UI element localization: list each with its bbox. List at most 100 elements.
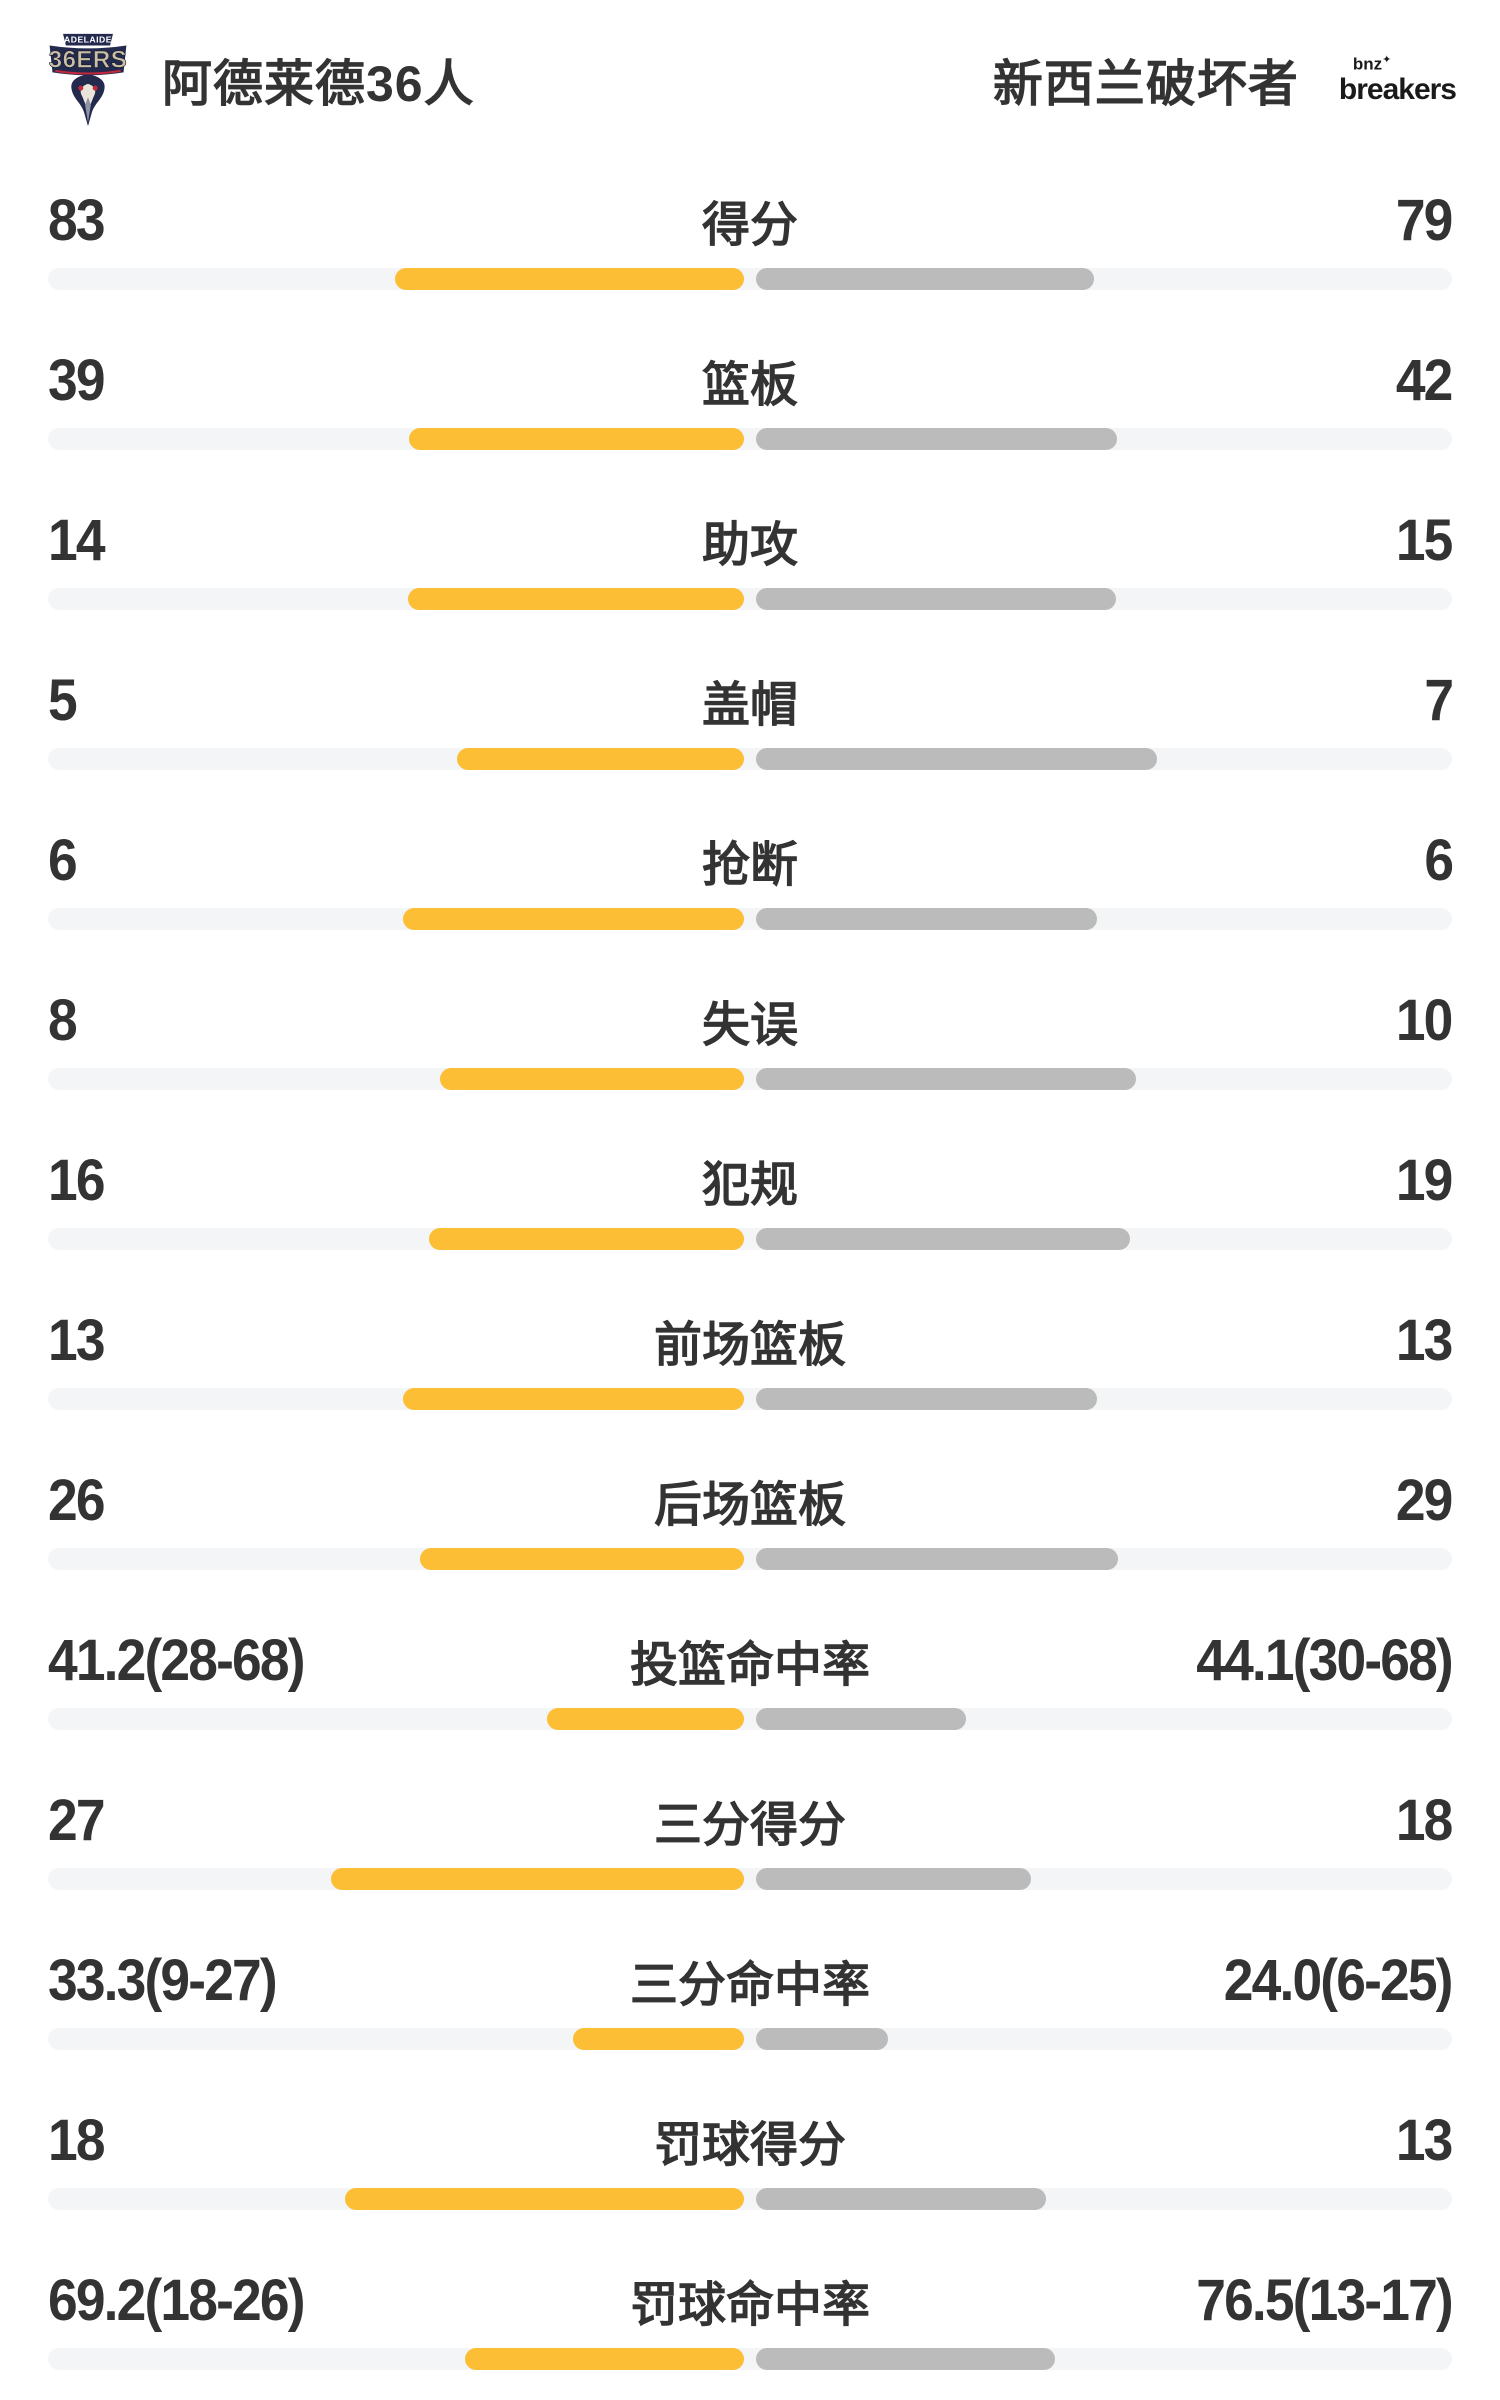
stat-label: 罚球得分 bbox=[653, 2119, 847, 2172]
away-stat-bar bbox=[756, 268, 1094, 290]
home-stat-bar bbox=[402, 1388, 744, 1410]
home-stat-bar bbox=[331, 1868, 744, 1890]
home-stat-value: 33.3(9-27) bbox=[48, 1947, 278, 2013]
breakers-logo-icon: bnz✦ breakers bbox=[1338, 54, 1457, 106]
away-stat-value: 15 bbox=[1396, 507, 1453, 573]
stat-row-5: 6 抢断 6 bbox=[0, 800, 1500, 960]
stat-row-7: 16 犯规 19 bbox=[0, 1120, 1500, 1280]
stat-label: 罚球命中率 bbox=[629, 2279, 871, 2332]
stat-bar-track bbox=[48, 268, 1452, 290]
stat-row-9: 26 后场篮板 29 bbox=[0, 1440, 1500, 1600]
away-stat-bar bbox=[756, 588, 1116, 610]
home-stat-bar bbox=[547, 1708, 744, 1730]
away-team: 新西兰破坏者 bnz✦ breakers bbox=[992, 44, 1457, 116]
stat-label: 三分命中率 bbox=[629, 1959, 871, 2012]
home-stat-bar bbox=[409, 428, 744, 450]
stat-row-10: 41.2(28-68) 投篮命中率 44.1(30-68) bbox=[0, 1600, 1500, 1760]
away-stat-value: 44.1(30-68) bbox=[1196, 1627, 1453, 1693]
logo-36ers-text: 36ERS bbox=[49, 47, 127, 74]
stat-row-8: 13 前场篮板 13 bbox=[0, 1280, 1500, 1440]
away-stat-bar bbox=[756, 428, 1118, 450]
stat-bar-track bbox=[48, 1388, 1452, 1410]
away-stat-bar bbox=[756, 1068, 1137, 1090]
home-stat-bar bbox=[457, 748, 744, 770]
stat-bar-track bbox=[48, 2348, 1452, 2370]
home-stat-value: 39 bbox=[48, 347, 105, 413]
stat-row-3: 14 助攻 15 bbox=[0, 480, 1500, 640]
stat-label: 抢断 bbox=[701, 839, 799, 892]
home-stat-bar bbox=[394, 268, 744, 290]
home-stat-value: 16 bbox=[48, 1147, 105, 1213]
stat-label: 失误 bbox=[701, 999, 799, 1052]
home-stat-value: 27 bbox=[48, 1787, 105, 1853]
away-stat-bar bbox=[756, 1228, 1130, 1250]
stat-bar-track bbox=[48, 428, 1452, 450]
stat-row-14: 69.2(18-26) 罚球命中率 76.5(13-17) bbox=[0, 2240, 1500, 2400]
home-stat-bar bbox=[439, 1068, 744, 1090]
stat-bar-track bbox=[48, 748, 1452, 770]
stats-comparison-list: 83 得分 79 39 篮板 42 bbox=[0, 160, 1500, 2400]
away-stat-bar bbox=[756, 1708, 967, 1730]
logo-bnz-text: bnz✦ bbox=[1352, 54, 1392, 74]
home-team-name: 阿德莱德36人 bbox=[162, 56, 475, 112]
away-team-name: 新西兰破坏者 bbox=[992, 56, 1299, 112]
away-stat-value: 29 bbox=[1396, 1467, 1453, 1533]
match-stats-header: ADELAIDE 36ERS 阿德莱德36人 新西兰破坏者 bnz✦ break… bbox=[0, 0, 1500, 160]
away-stat-value: 79 bbox=[1396, 187, 1453, 253]
stat-bar-track bbox=[48, 1228, 1452, 1250]
home-stat-bar bbox=[402, 908, 744, 930]
stat-row-12: 33.3(9-27) 三分命中率 24.0(6-25) bbox=[0, 1920, 1500, 2080]
away-stat-value: 24.0(6-25) bbox=[1224, 1947, 1454, 2013]
home-stat-value: 13 bbox=[48, 1307, 105, 1373]
stat-bar-track bbox=[48, 1548, 1452, 1570]
home-stat-value: 83 bbox=[48, 187, 105, 253]
away-stat-value: 42 bbox=[1396, 347, 1453, 413]
stat-label: 三分得分 bbox=[653, 1799, 847, 1852]
away-stat-value: 13 bbox=[1396, 2107, 1453, 2173]
away-stat-value: 10 bbox=[1396, 987, 1453, 1053]
stat-bar-track bbox=[48, 1708, 1452, 1730]
home-stat-value: 8 bbox=[48, 987, 78, 1053]
stat-row-11: 27 三分得分 18 bbox=[0, 1760, 1500, 1920]
away-stat-bar bbox=[756, 1868, 1031, 1890]
home-stat-value: 26 bbox=[48, 1467, 105, 1533]
stat-bar-track bbox=[48, 2028, 1452, 2050]
home-stat-value: 14 bbox=[48, 507, 105, 573]
stat-label: 犯规 bbox=[701, 1159, 799, 1212]
away-stat-value: 6 bbox=[1424, 827, 1454, 893]
stat-bar-track bbox=[48, 908, 1452, 930]
home-stat-bar bbox=[573, 2028, 744, 2050]
stat-label: 盖帽 bbox=[701, 679, 799, 732]
home-stat-bar bbox=[407, 588, 744, 610]
away-stat-value: 7 bbox=[1424, 667, 1454, 733]
stat-label: 投篮命中率 bbox=[629, 1639, 871, 1692]
stat-label: 后场篮板 bbox=[653, 1479, 847, 1532]
home-stat-bar bbox=[429, 1228, 744, 1250]
stat-row-2: 39 篮板 42 bbox=[0, 320, 1500, 480]
away-stat-bar bbox=[756, 748, 1157, 770]
stat-bar-track bbox=[48, 588, 1452, 610]
home-stat-bar bbox=[464, 2348, 744, 2370]
away-stat-value: 13 bbox=[1396, 1307, 1453, 1373]
home-team: ADELAIDE 36ERS 阿德莱德36人 bbox=[40, 28, 475, 132]
away-stat-bar bbox=[756, 2348, 1056, 2370]
home-stat-value: 18 bbox=[48, 2107, 105, 2173]
stat-row-1: 83 得分 79 bbox=[0, 160, 1500, 320]
stat-row-4: 5 盖帽 7 bbox=[0, 640, 1500, 800]
home-stat-bar bbox=[419, 1548, 744, 1570]
stat-bar-track bbox=[48, 2188, 1452, 2210]
stat-label: 前场篮板 bbox=[653, 1319, 847, 1372]
home-stat-bar bbox=[345, 2188, 744, 2210]
away-stat-value: 19 bbox=[1396, 1147, 1453, 1213]
home-stat-value: 5 bbox=[48, 667, 78, 733]
home-stat-value: 69.2(18-26) bbox=[48, 2267, 305, 2333]
logo-adelaide-text: ADELAIDE bbox=[64, 35, 112, 45]
adelaide-36ers-logo-icon: ADELAIDE 36ERS bbox=[48, 33, 127, 127]
logo-breakers-text: breakers bbox=[1338, 72, 1457, 106]
stat-label: 得分 bbox=[701, 199, 799, 252]
stat-bar-track bbox=[48, 1068, 1452, 1090]
away-stat-value: 76.5(13-17) bbox=[1196, 2267, 1453, 2333]
logo-spark-icon: ✦ bbox=[1382, 54, 1392, 67]
stat-label: 助攻 bbox=[701, 519, 799, 572]
away-stat-bar bbox=[756, 1548, 1118, 1570]
